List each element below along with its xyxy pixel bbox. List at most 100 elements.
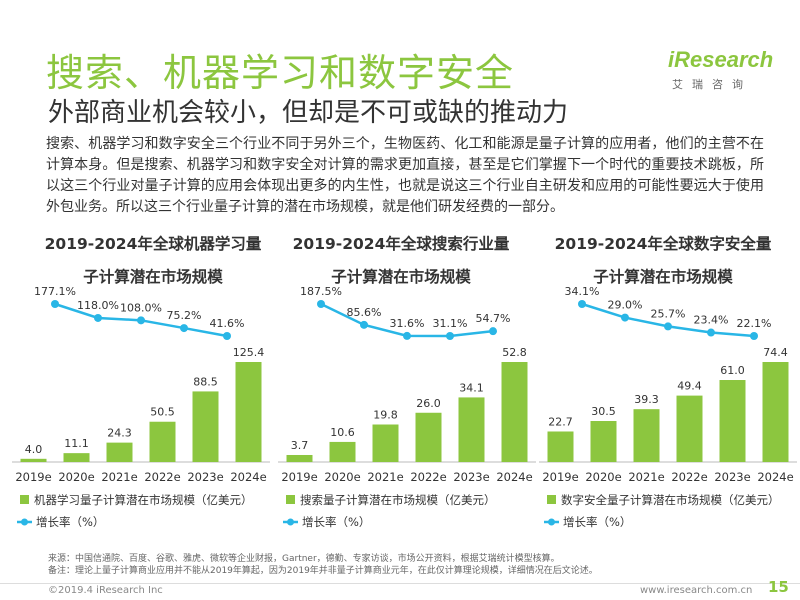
bar [719,380,746,462]
x-tick-label: 2020e [324,470,360,484]
growth-label: 31.6% [390,317,425,330]
copyright: ©2019.4 iResearch Inc [48,585,163,596]
x-tick-label: 2022e [671,470,707,484]
legend-line-marker [548,518,555,526]
growth-label: 108.0% [120,301,162,314]
growth-label: 22.1% [737,317,772,330]
x-tick-label: 2024e [496,470,532,484]
bar [676,395,703,462]
x-tick-label: 2021e [628,470,664,484]
website-link[interactable]: www.iresearch.com.cn [640,585,753,596]
growth-point [317,300,325,308]
bar-value-label: 26.0 [416,397,441,410]
chart-2-title: 2019-2024年全球搜索行业量 子计算潜在市场规模 [276,228,526,294]
growth-point [664,322,672,331]
bar-value-label: 24.3 [107,427,132,440]
bar-value-label: 52.8 [502,346,527,359]
legend-line-label: 增长率（%） [563,515,631,529]
x-tick-label: 2021e [101,470,137,484]
x-tick-label: 2023e [187,470,223,484]
growth-point [403,331,411,340]
growth-point [621,313,629,322]
legend-bar-label: 搜索量子计算潜在市场规模（亿美元） [300,493,496,507]
chart-3: 22.7 2019e 30.5 2020e 39.3 2021e 49.4 2022e 61.0… [539,285,797,529]
bar-value-label: 10.6 [330,426,355,439]
x-tick-label: 2019e [15,470,51,484]
growth-label: 118.0% [77,299,119,312]
bar [192,391,219,462]
x-tick-label: 2023e [714,470,750,484]
legend-bar-swatch [547,495,556,504]
chart-3-title: 2019-2024年全球数字安全量 子计算潜在市场规模 [538,228,788,294]
growth-point [51,300,59,308]
bar [372,424,399,462]
bar-value-label: 11.1 [64,437,89,450]
growth-point [750,332,758,340]
x-tick-label: 2020e [585,470,621,484]
bar [501,362,528,462]
growth-point [180,324,188,333]
x-tick-label: 2019e [281,470,317,484]
bar-value-label: 30.5 [591,405,616,418]
footer-notes: 来源：中国信通院、百度、谷歌、雅虎、微软等企业财报，Gartner，德勤、专家访… [48,553,598,577]
legend-line-label: 增长率（%） [36,515,104,529]
bar [590,421,617,462]
growth-point [707,328,715,337]
bar-value-label: 34.1 [459,381,484,394]
growth-label: 187.5% [300,285,342,298]
bar-value-label: 4.0 [25,443,43,456]
growth-label: 41.6% [210,317,245,330]
bar [149,421,176,462]
growth-label: 29.0% [608,299,643,312]
growth-point [578,300,586,308]
x-tick-label: 2023e [453,470,489,484]
bar-value-label: 125.4 [233,346,265,359]
growth-label: 34.1% [565,285,600,298]
growth-label: 85.6% [347,306,382,319]
growth-label: 23.4% [694,314,729,327]
bar-value-label: 49.4 [677,380,702,393]
legend-line-marker [21,518,28,526]
bar [458,397,485,462]
bar [547,431,574,462]
growth-point [446,332,454,340]
bar [633,409,660,462]
growth-label: 25.7% [651,307,686,320]
chart-3-title-line2: 子计算潜在市场规模 [593,268,733,286]
bar [329,441,356,462]
chart-2: 3.7 2019e 10.6 2020e 19.8 2021e 26.0 2022e 34.1 2… [278,285,536,529]
footer-note: 备注：理论上量子计算商业应用并不能从2019年算起，因为2019年并非量子计算商… [48,566,598,576]
footer-source: 来源：中国信通院、百度、谷歌、雅虎、微软等企业财报，Gartner，德勤、专家访… [48,554,560,564]
bar-value-label: 19.8 [373,409,398,422]
bar [20,458,47,462]
x-tick-label: 2022e [410,470,446,484]
logo-brand: iResearch [668,47,774,72]
growth-label: 75.2% [167,309,202,322]
x-tick-label: 2020e [58,470,94,484]
bar [286,454,313,462]
bar [415,412,442,462]
growth-point [223,332,231,340]
x-tick-label: 2024e [230,470,266,484]
chart-2-title-line1: 2019-2024年全球搜索行业量 [292,235,510,253]
x-tick-label: 2024e [757,470,793,484]
bar-value-label: 88.5 [193,375,218,388]
bar-value-label: 22.7 [548,415,573,428]
x-tick-label: 2019e [542,470,578,484]
growth-label: 177.1% [34,285,76,298]
legend-bar-swatch [286,495,295,504]
bar-value-label: 61.0 [720,364,745,377]
bar [235,362,262,462]
logo-sub: 艾瑞咨询 [672,78,752,91]
legend-bar-swatch [20,495,29,504]
legend-bar-label: 数字安全量子计算潜在市场规模（亿美元） [561,493,780,507]
chart-2-title-line2: 子计算潜在市场规模 [331,268,471,286]
x-tick-label: 2022e [144,470,180,484]
body-paragraph: 搜索、机器学习和数字安全三个行业不同于另外三个，生物医药、化工和能源是量子计算的… [46,136,764,215]
bar [762,362,789,462]
chart-3-title-line1: 2019-2024年全球数字安全量 [554,235,772,253]
chart-1-title: 2019-2024年全球机器学习量 子计算潜在市场规模 [28,228,278,294]
footer-divider [0,583,800,584]
bar-value-label: 3.7 [291,439,309,452]
growth-point [489,327,497,336]
